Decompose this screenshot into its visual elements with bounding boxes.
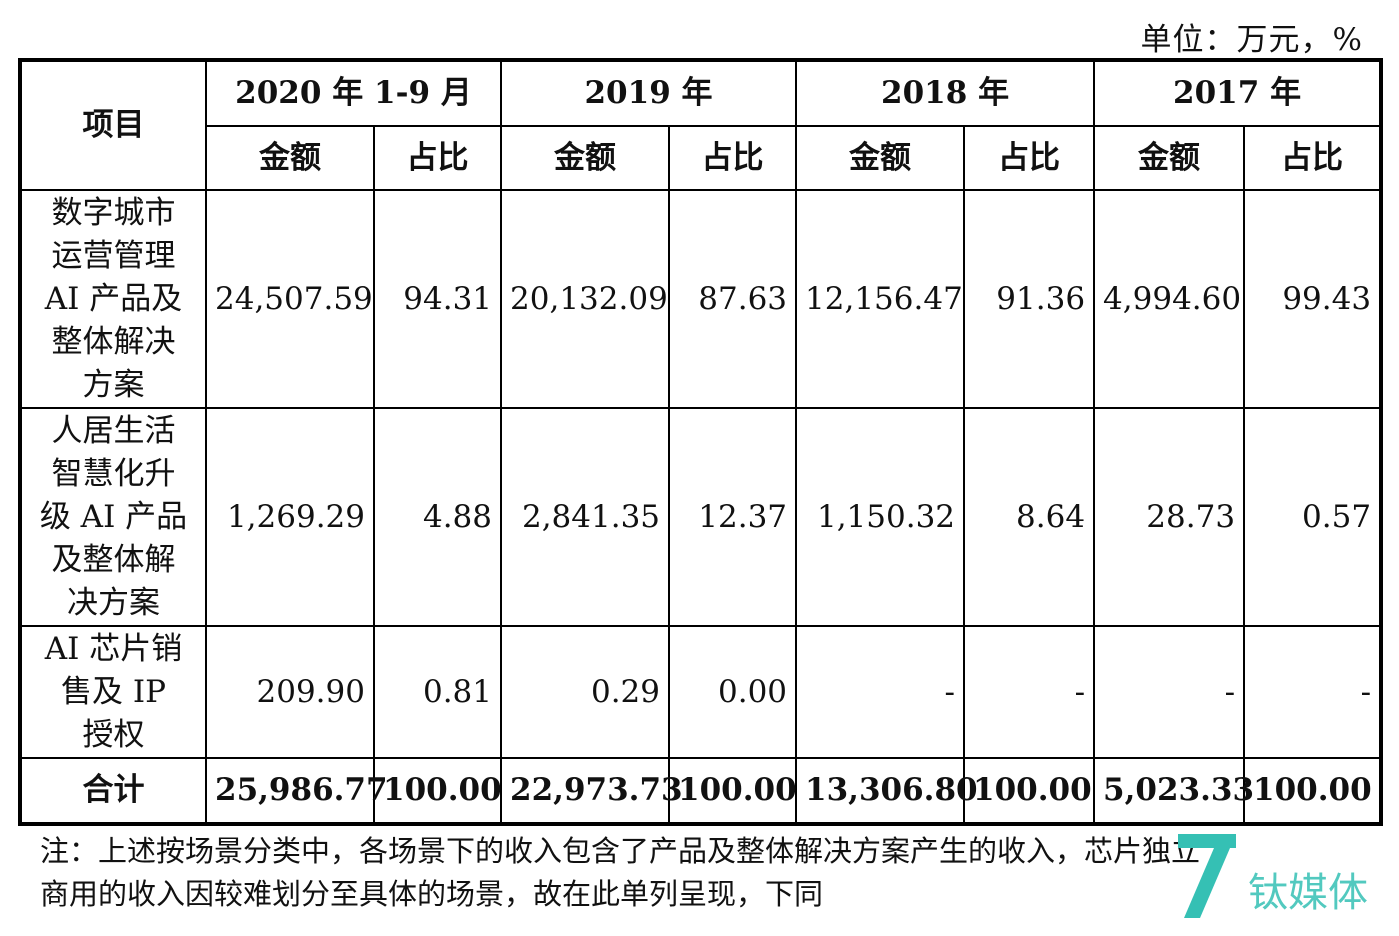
- item-line: 决方案: [67, 584, 160, 621]
- header-row-periods: 项目 2020 年 1-9 月 2019 年 2018 年 2017 年: [19, 59, 1383, 191]
- amount-cell: 28.73: [1093, 407, 1246, 627]
- note-line: 注：上述按场景分类中，各场景下的收入包含了产品及整体解决方案产生的收入，芯片独立: [40, 834, 1201, 868]
- item-line: 人居生活: [51, 412, 176, 449]
- row-item-label: 人居生活 智慧化升 级 AI 产品 及整体解 决方案: [19, 407, 207, 627]
- header-amount: 金额: [795, 125, 966, 191]
- header-item: 项目: [19, 59, 207, 191]
- ratio-cell: 4.88: [372, 407, 503, 627]
- total-ratio-cell: 100.00: [668, 757, 798, 825]
- header-period-2020: 2020 年 1-9 月: [204, 59, 503, 127]
- total-ratio-cell: 100.00: [963, 757, 1096, 825]
- table-row: 人居生活 智慧化升 级 AI 产品 及整体解 决方案 1,269.29 4.88…: [19, 407, 1383, 627]
- header-ratio: 占比: [963, 125, 1096, 191]
- row-item-label: AI 芯片销 售及 IP 授权: [19, 625, 207, 759]
- total-label: 合计: [19, 757, 207, 825]
- amount-cell: -: [1093, 625, 1246, 759]
- total-amount-cell: 22,973.73: [500, 757, 683, 825]
- amount-cell: -: [795, 625, 966, 759]
- header-period-2019: 2019 年: [500, 59, 798, 127]
- ratio-cell: 0.57: [1243, 407, 1383, 627]
- header-period-2018: 2018 年: [795, 59, 1096, 127]
- amount-cell: 209.90: [205, 625, 375, 759]
- row-item-label: 数字城市 运营管理 AI 产品及 整体解决 方案: [19, 189, 207, 409]
- item-line: 售及 IP: [61, 673, 166, 710]
- item-line: 整体解决: [51, 323, 176, 360]
- amount-cell: 12,156.47: [795, 189, 966, 409]
- header-ratio: 占比: [1243, 125, 1383, 191]
- ratio-cell: 87.63: [668, 189, 798, 409]
- ratio-cell: 99.43: [1243, 189, 1383, 409]
- total-ratio-cell: 100.00: [1243, 757, 1383, 825]
- header-amount: 金额: [500, 125, 671, 191]
- table-row: 数字城市 运营管理 AI 产品及 整体解决 方案 24,507.59 94.31…: [19, 189, 1383, 409]
- amount-cell: 0.29: [500, 625, 671, 759]
- item-line: AI 芯片销: [44, 630, 183, 667]
- table-row: AI 芯片销 售及 IP 授权 209.90 0.81 0.29 0.00 - …: [19, 625, 1383, 759]
- ratio-cell: 8.64: [963, 407, 1096, 627]
- amount-cell: 1,150.32: [795, 407, 966, 627]
- header-amount: 金额: [1093, 125, 1246, 191]
- ratio-cell: -: [1243, 625, 1383, 759]
- table-note: 注：上述按场景分类中，各场景下的收入包含了产品及整体解决方案产生的收入，芯片独立…: [40, 830, 1380, 916]
- ratio-cell: 12.37: [668, 407, 798, 627]
- total-amount-cell: 13,306.80: [795, 757, 978, 825]
- tmtpost-watermark-logo: 钛媒体: [1178, 834, 1368, 918]
- item-line: 方案: [82, 366, 145, 403]
- watermark-text: 钛媒体: [1248, 870, 1368, 916]
- item-line: AI 产品及: [44, 280, 183, 317]
- ratio-cell: 91.36: [963, 189, 1096, 409]
- item-line: 运营管理: [51, 237, 176, 274]
- ratio-cell: 94.31: [372, 189, 503, 409]
- amount-cell: 20,132.09: [500, 189, 671, 409]
- item-line: 智慧化升: [51, 455, 176, 492]
- logo-stroke-shape: [1184, 848, 1230, 918]
- amount-cell: 4,994.60: [1093, 189, 1246, 409]
- ratio-cell: 0.00: [668, 625, 798, 759]
- header-row-metrics: 金额 占比 金额 占比 金额 占比 金额 占比: [20, 125, 1383, 191]
- item-line: 及整体解: [51, 541, 176, 578]
- total-amount-cell: 25,986.77: [205, 757, 388, 825]
- header-period-2017: 2017 年: [1093, 59, 1383, 127]
- total-ratio-cell: 100.00: [372, 757, 503, 825]
- ratio-cell: 0.81: [372, 625, 503, 759]
- amount-cell: 1,269.29: [205, 407, 375, 627]
- amount-cell: 2,841.35: [500, 407, 671, 627]
- header-ratio: 占比: [668, 125, 798, 191]
- note-line: 商用的收入因较难划分至具体的场景，故在此单列呈现，下同: [40, 877, 824, 911]
- total-row: 合计 25,986.77 100.00 22,973.73 100.00 13,…: [19, 757, 1383, 825]
- item-line: 数字城市: [51, 194, 176, 231]
- amount-cell: 24,507.59: [205, 189, 375, 409]
- logo-bar-shape: [1178, 834, 1236, 848]
- item-line: 授权: [82, 716, 145, 753]
- revenue-table: 项目 2020 年 1-9 月 2019 年 2018 年 2017 年 金额 …: [18, 58, 1384, 826]
- header-ratio: 占比: [372, 125, 503, 191]
- item-line: 级 AI 产品: [39, 498, 188, 535]
- total-amount-cell: 5,023.33: [1093, 757, 1254, 825]
- ratio-cell: -: [963, 625, 1096, 759]
- unit-label: 单位：万元，%: [1140, 22, 1363, 58]
- header-amount: 金额: [205, 125, 375, 191]
